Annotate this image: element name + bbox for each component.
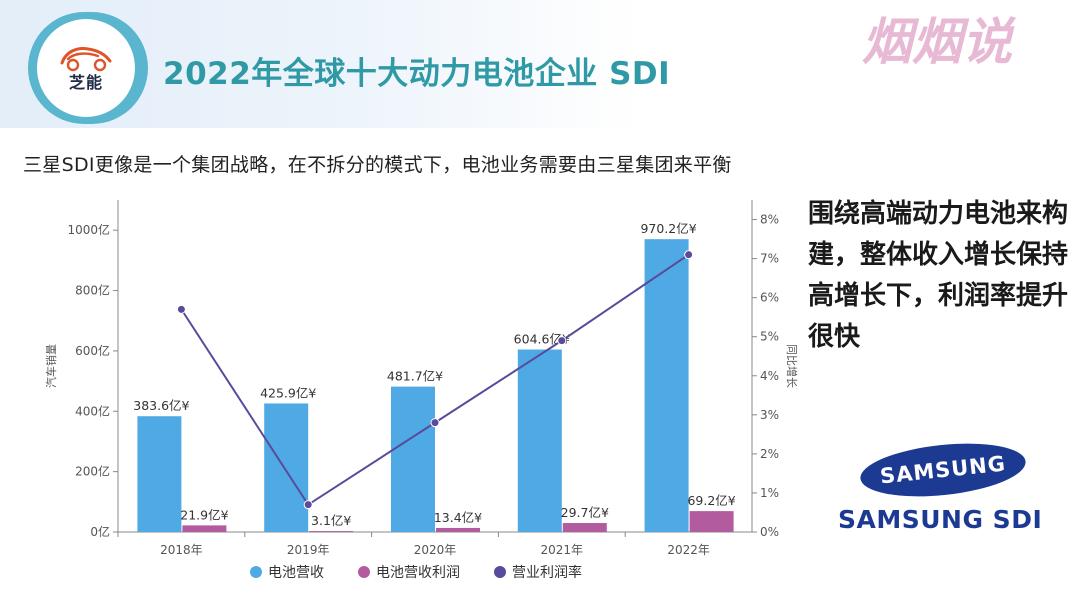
- brand-logo: 芝能: [28, 12, 148, 124]
- legend-marker: [250, 566, 262, 578]
- revenue-data-label: 425.9亿¥: [260, 385, 316, 400]
- y-tick-label: 0亿: [90, 524, 110, 539]
- logo-circle: 芝能: [37, 19, 135, 117]
- y2-tick-label: 6%: [760, 291, 779, 305]
- car-logo-icon: [60, 47, 112, 72]
- profit-bar: [182, 525, 227, 532]
- x-tick-label: 2019年: [287, 543, 330, 557]
- y2-tick-label: 3%: [760, 408, 779, 422]
- side-note: 围绕高端动力电池来构建，整体收入增长保持高增长下，利润率提升很快: [808, 199, 1069, 352]
- profit-data-label: 29.7亿¥: [561, 505, 609, 520]
- legend-label: 营业利润率: [512, 564, 582, 581]
- y-tick-label: 600亿: [75, 343, 110, 358]
- revenue-bar: [391, 386, 435, 532]
- margin-point: [557, 336, 567, 346]
- y-tick-label: 800亿: [75, 283, 110, 298]
- x-tick-label: 2021年: [541, 543, 584, 557]
- profit-data-label: 3.1亿¥: [311, 513, 351, 528]
- profit-bar: [436, 527, 480, 532]
- y2-tick-label: 4%: [760, 369, 779, 383]
- y2-tick-label: 7%: [760, 252, 779, 266]
- y2-axis-title: 同比增长: [785, 344, 799, 388]
- revenue-bar: [137, 416, 182, 532]
- y-tick-label: 400亿: [75, 403, 110, 418]
- profit-bar: [562, 523, 607, 532]
- subtitle: 三星SDI更像是一个集团战略，在不拆分的模式下，电池业务需要由三星集团来平衡: [23, 154, 732, 176]
- samsung-sdi-wordmark: SAMSUNG SDI: [838, 505, 1043, 534]
- margin-point: [684, 250, 694, 260]
- revenue-data-label: 604.6亿¥: [514, 332, 570, 347]
- y2-tick-label: 5%: [760, 330, 779, 344]
- profit-data-label: 21.9亿¥: [180, 507, 228, 522]
- legend-label: 电池营收: [268, 565, 324, 581]
- revenue-data-label: 383.6亿¥: [133, 398, 189, 413]
- revenue-bar: [264, 403, 309, 532]
- profit-bar: [689, 511, 734, 532]
- legend-marker: [494, 566, 506, 578]
- y-tick-label: 1000亿: [67, 222, 110, 237]
- revenue-data-label: 970.2亿¥: [640, 221, 696, 236]
- profit-data-label: 69.2亿¥: [687, 493, 735, 508]
- logo-text: 芝能: [68, 73, 103, 92]
- y-axis-title: 汽车销量: [44, 344, 58, 388]
- revenue-bar: [644, 239, 689, 532]
- y2-tick-label: 1%: [760, 486, 779, 500]
- y2-tick-label: 8%: [760, 213, 779, 227]
- margin-point: [176, 304, 186, 314]
- y-tick-label: 200亿: [75, 464, 110, 479]
- y2-tick-label: 2%: [760, 447, 779, 461]
- legend-marker: [358, 566, 370, 578]
- profit-bar: [309, 531, 354, 532]
- revenue-data-label: 481.7亿¥: [387, 369, 443, 384]
- page-title: 2022年全球十大动力电池企业 SDI: [163, 56, 671, 92]
- x-tick-label: 2018年: [160, 543, 203, 557]
- profit-data-label: 13.4亿¥: [434, 510, 482, 525]
- y2-tick-label: 0%: [760, 525, 779, 539]
- margin-point: [303, 500, 313, 510]
- x-tick-label: 2022年: [667, 543, 710, 557]
- margin-point: [430, 418, 440, 428]
- revenue-bar: [517, 349, 562, 532]
- watermark: 烟烟说: [862, 13, 1012, 71]
- legend-label: 电池营收利润: [376, 565, 460, 581]
- x-tick-label: 2020年: [414, 543, 457, 557]
